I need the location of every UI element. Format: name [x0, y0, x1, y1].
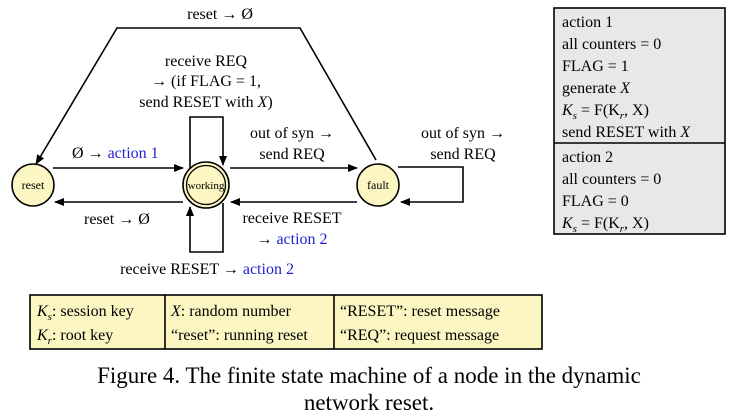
- label-out-of-syn-2b: send REQ: [430, 146, 496, 163]
- label-out-of-syn-1b: send REQ: [259, 146, 325, 163]
- action1-title: action 1: [562, 14, 613, 31]
- label-receive-reset-2: receive RESET → action 2: [120, 261, 294, 278]
- action1-line1: all counters = 0: [562, 36, 661, 53]
- state-fault-label: fault: [367, 178, 390, 192]
- legend-req-message: “REQ”: request message: [340, 327, 499, 344]
- edge-fault-self-loop: [398, 167, 463, 202]
- label-reset-to-empty: reset → Ø: [84, 211, 150, 228]
- label-out-of-syn-2a: out of syn →: [421, 125, 505, 142]
- action2-link-b: action 2: [243, 261, 294, 278]
- action-box: action 1 all counters = 0 FLAG = 1 gener…: [554, 8, 725, 235]
- state-reset-label: reset: [22, 178, 45, 192]
- action1-line2: FLAG = 1: [562, 58, 629, 75]
- caption-line2: network reset.: [304, 390, 434, 415]
- legend-box: Ks: session key Kr: root key X: random n…: [30, 295, 542, 349]
- action2-title: action 2: [562, 149, 613, 166]
- label-out-of-syn-1a: out of syn →: [250, 125, 334, 142]
- label-empty-to-action1: Ø → action 1: [72, 145, 159, 162]
- label-receive-req-3: send RESET with X): [139, 94, 272, 111]
- label-receive-req-2: → (if FLAG = 1,: [151, 73, 261, 90]
- action2-line1: all counters = 0: [562, 171, 661, 188]
- legend-reset-message: “RESET”: reset message: [340, 303, 500, 320]
- legend-reset-running: “reset”: running reset: [171, 327, 308, 344]
- action1-line5: send RESET with X: [562, 124, 691, 141]
- action1-link: action 1: [108, 145, 159, 162]
- action2-link-a: action 2: [276, 231, 327, 248]
- caption-line1: Figure 4. The finite state machine of a …: [97, 363, 641, 388]
- action1-line3: generate X: [562, 80, 631, 97]
- state-fault: fault: [357, 164, 399, 206]
- legend-x: X: random number: [170, 303, 292, 320]
- state-working: working: [183, 162, 229, 208]
- state-working-label: working: [188, 180, 225, 192]
- action2-line2: FLAG = 0: [562, 193, 629, 210]
- label-receive-req-1: receive REQ: [165, 53, 248, 70]
- edge-working-self-loop-top: [190, 117, 223, 168]
- label-receive-reset-1b: → action 2: [256, 231, 327, 248]
- state-reset: reset: [12, 164, 54, 206]
- edge-working-self-loop-bottom: [190, 203, 223, 252]
- label-top-reset: reset → Ø: [187, 6, 253, 23]
- label-receive-reset-1a: receive RESET: [242, 210, 341, 227]
